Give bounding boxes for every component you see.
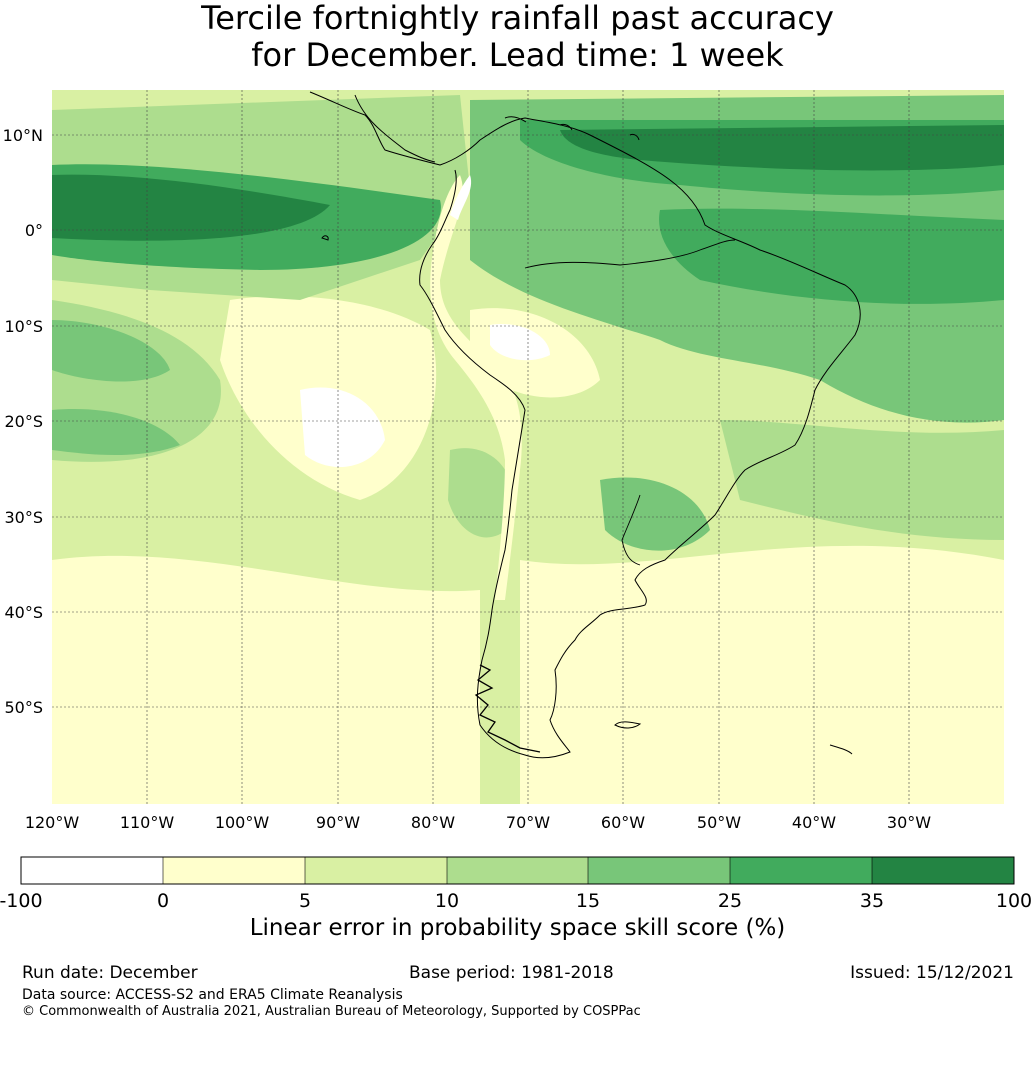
chart-title: Tercile fortnightly rainfall past accura… (0, 0, 1035, 74)
lon-tick-90w: 90°W (316, 813, 360, 832)
colorbar: -100 0 5 10 15 25 35 100 (0, 856, 1032, 910)
colorbar-tick-100: 100 (996, 890, 1032, 910)
colorbar-segment-3 (305, 857, 447, 884)
skill-patch-pacific-nil (300, 387, 385, 467)
colorbar-segment-5 (588, 857, 730, 884)
colorbar-segment-6 (730, 857, 872, 884)
lon-tick-40w: 40°W (792, 813, 836, 832)
skill-core-guianas (560, 125, 1004, 171)
colorbar-frame (20, 856, 1015, 885)
lat-tick-50s: 50°S (4, 698, 43, 717)
lat-tick-0: 0° (25, 221, 43, 240)
copyright-notice: © Commonwealth of Australia 2021, Austra… (22, 1004, 641, 1019)
run-date: Run date: December (22, 963, 198, 983)
colorbar-tick-0: 0 (157, 890, 169, 910)
colorbar-segment-2 (163, 857, 305, 884)
skill-stripe-andes-nil (450, 175, 472, 220)
skill-patch-south-pacific-a (52, 320, 170, 382)
lon-tick-50w: 50°W (697, 813, 741, 832)
colorbar-segment-4 (447, 857, 588, 884)
gridlines (52, 90, 1004, 804)
skill-patch-southwest-low (52, 636, 420, 768)
skill-core-amazon (659, 208, 1004, 304)
colorbar-tick-5: 5 (299, 890, 311, 910)
colorbar-segment-7 (872, 857, 1014, 884)
map-panel (52, 90, 1004, 804)
lon-tick-labels: 120°W 110°W 100°W 90°W 80°W 70°W 60°W 50… (25, 813, 931, 832)
lon-tick-80w: 80°W (411, 813, 455, 832)
issued-date: Issued: 15/12/2021 (850, 963, 1014, 983)
lon-tick-120w: 120°W (25, 813, 80, 832)
lon-tick-30w: 30°W (887, 813, 931, 832)
lat-tick-10s: 10°S (4, 317, 43, 336)
river-amazon (524, 239, 736, 269)
skill-band-south-atlantic (720, 420, 1004, 540)
skill-band-southeast-low (520, 545, 1004, 804)
skill-patch-la-plata (600, 477, 710, 551)
title-line-2: for December. Lead time: 1 week (251, 36, 784, 74)
lon-tick-60w: 60°W (601, 813, 645, 832)
lon-tick-70w: 70°W (506, 813, 550, 832)
lat-tick-40s: 40°S (4, 603, 43, 622)
skill-core-itcz-pacific (52, 174, 330, 241)
falkland-islands (614, 721, 642, 729)
lon-tick-110w: 110°W (120, 813, 175, 832)
data-source: Data source: ACCESS-S2 and ERA5 Climate … (22, 987, 403, 1003)
skill-patch-altiplano-nil (490, 324, 550, 361)
colorbar-segment-1 (21, 857, 163, 884)
coastline-south-america (309, 91, 861, 759)
coastline-caribbean-islands (504, 116, 640, 141)
south-georgia (829, 744, 853, 755)
colorbar-tick-15: 15 (576, 890, 600, 910)
colorbar-tick-10: 10 (435, 890, 459, 910)
lat-tick-30s: 30°S (4, 508, 43, 527)
colorbar-dividers (162, 857, 873, 884)
map-figure: 10°N 0° 10°S 20°S 30°S 40°S 50°S 120°W 1… (0, 90, 1032, 910)
galapagos-islands (321, 235, 329, 241)
skill-patch-argentina (448, 448, 516, 538)
title-line-1: Tercile fortnightly rainfall past accura… (201, 0, 834, 37)
skill-patch-south-pacific-b (52, 409, 180, 455)
base-period: Base period: 1981-2018 (409, 963, 614, 983)
colorbar-tick-25: 25 (718, 890, 742, 910)
tierra-del-fuego-fjords (474, 664, 541, 753)
river-parana (621, 494, 641, 566)
lon-tick-100w: 100°W (215, 813, 270, 832)
colorbar-tick-minus100: -100 (0, 890, 43, 910)
lat-tick-10n: 10°N (3, 126, 43, 145)
colorbar-tick-35: 35 (860, 890, 884, 910)
coastline-central-america (354, 94, 436, 163)
colorbar-label: Linear error in probability space skill … (249, 915, 786, 941)
lat-tick-labels: 10°N 0° 10°S 20°S 30°S 40°S 50°S (3, 126, 43, 717)
skill-stripe-andes (430, 175, 522, 600)
lat-tick-20s: 20°S (4, 412, 43, 431)
